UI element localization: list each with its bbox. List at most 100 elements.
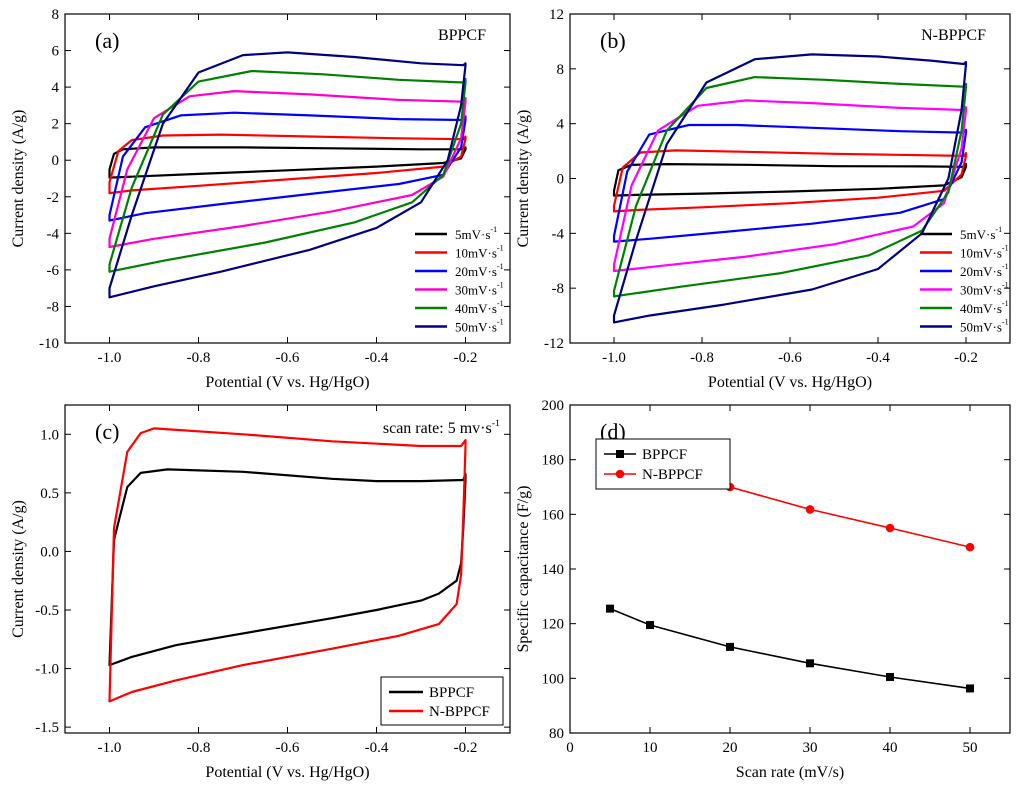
legend-label-main: 30mV·s [455, 283, 497, 298]
y-tick-label: 8 [52, 7, 60, 23]
series-curve [612, 149, 968, 213]
y-axis-label: Specific capacitance (F/g) [515, 485, 532, 652]
legend-label: 30mV·s-1 [455, 281, 504, 298]
legend-marker [615, 469, 625, 479]
legend-label-superscript: -1 [1002, 262, 1009, 271]
legend-label-main: 20mV·s [455, 264, 497, 279]
legend-label: 5mV·s-1 [455, 225, 497, 242]
x-tick-label: -0.8 [187, 350, 211, 366]
y-tick-label: 80 [549, 726, 564, 742]
x-axis-label: Scan rate (mV/s) [736, 764, 844, 781]
legend-label-superscript: -1 [995, 225, 1002, 234]
x-tick-label: -1.0 [98, 350, 122, 366]
y-tick-label: 100 [542, 671, 565, 687]
legend-label-superscript: -1 [1002, 299, 1009, 308]
legend-label-superscript: -1 [497, 318, 504, 327]
series-curve [612, 163, 968, 197]
y-tick-label: -10 [39, 336, 59, 352]
legend-label: N-BPPCF [642, 467, 703, 483]
legend-label-superscript: -1 [497, 299, 504, 308]
sample-tag: N-BPPCF [921, 27, 986, 44]
y-tick-label: 200 [542, 398, 565, 414]
legend-label: 50mV·s-1 [960, 318, 1009, 335]
x-tick-label: -0.8 [187, 740, 211, 756]
series-curve [612, 99, 968, 273]
x-tick-label: -0.4 [866, 350, 890, 366]
legend-label-superscript: -1 [497, 262, 504, 271]
legend-label: 10mV·s-1 [455, 244, 504, 261]
y-tick-label: -2 [47, 190, 60, 206]
legend-label: 10mV·s-1 [960, 244, 1009, 261]
series-curve [108, 427, 467, 703]
x-tick-label: -0.2 [954, 350, 978, 366]
scan-rate-annotation-superscript: -1 [492, 418, 500, 429]
y-tick-label: -1.5 [35, 720, 59, 736]
y-tick-label: 0.0 [40, 544, 59, 560]
x-tick-label: -0.6 [778, 350, 802, 366]
x-tick-label: 10 [643, 740, 658, 756]
legend-label-main: 50mV·s [960, 320, 1002, 335]
data-point [965, 542, 975, 552]
data-point [885, 523, 895, 533]
y-tick-label: 4 [52, 80, 60, 96]
panel-d: 0 10 20 30 40 50 80 100 120 140 160 180 200 Scan rate… [515, 398, 1011, 781]
y-tick-label: 6 [52, 44, 60, 60]
series-curve [612, 123, 968, 243]
legend-label: 5mV·s-1 [960, 225, 1002, 242]
legend-label-superscript: -1 [1002, 281, 1009, 290]
x-tick-label: -0.6 [276, 740, 300, 756]
legend-label-main: 40mV·s [455, 301, 497, 316]
legend-label-main: 50mV·s [455, 320, 497, 335]
sample-tag: BPPCF [438, 27, 486, 44]
x-axis-label: Potential (V vs. Hg/HgO) [205, 374, 369, 391]
x-tick-label: -0.4 [365, 740, 389, 756]
y-tick-label: -1.0 [35, 662, 59, 678]
legend-label: N-BPPCF [429, 704, 490, 720]
series-curve [612, 53, 968, 324]
data-point [806, 659, 814, 668]
y-tick-label: 2 [52, 117, 60, 133]
data-point [805, 505, 815, 514]
legend-label-main: 30mV·s [960, 283, 1002, 298]
y-tick-label: 0 [557, 172, 565, 188]
y-axis-label: Current density (A/g) [10, 110, 27, 248]
y-tick-label: 160 [542, 507, 565, 523]
x-tick-label: -1.0 [98, 740, 122, 756]
legend-label: 20mV·s-1 [455, 262, 504, 279]
legend-label-superscript: -1 [497, 281, 504, 290]
x-tick-label: 0 [566, 740, 574, 756]
legend-label-main: 20mV·s [960, 264, 1002, 279]
legend-label: BPPCF [642, 447, 687, 463]
y-tick-label: 140 [542, 562, 565, 578]
y-tick-label: -4 [47, 226, 60, 242]
legend-box [595, 438, 731, 490]
x-tick-label: -0.6 [276, 350, 300, 366]
x-tick-label: -0.2 [454, 350, 478, 366]
y-tick-label: 0 [52, 153, 60, 169]
y-tick-label: -4 [552, 226, 565, 242]
x-tick-label: -0.4 [365, 350, 389, 366]
legend-label-superscript: -1 [1002, 318, 1009, 327]
y-axis-label: Current density (A/g) [515, 110, 532, 248]
y-axis-label: Current density (A/g) [10, 500, 27, 638]
x-tick-label: 20 [723, 740, 738, 756]
legend-label-superscript: -1 [490, 225, 497, 234]
data-point [966, 684, 974, 693]
legend-label-superscript: -1 [1002, 244, 1009, 253]
y-tick-label: 0.5 [40, 486, 59, 502]
data-point [606, 604, 614, 613]
scan-rate-annotation-main: scan rate: 5 mv·s [383, 420, 492, 437]
y-tick-label: 4 [557, 117, 565, 133]
legend-label: 20mV·s-1 [960, 262, 1009, 279]
y-tick-label: 180 [542, 453, 565, 469]
x-tick-label: -0.8 [690, 350, 714, 366]
series-curve [108, 51, 467, 299]
legend-label-main: 40mV·s [960, 301, 1002, 316]
y-tick-label: -6 [47, 263, 60, 279]
legend-label: 40mV·s-1 [960, 299, 1009, 316]
y-tick-label: 120 [542, 617, 565, 633]
y-tick-label: -8 [552, 281, 565, 297]
panel-label: (a) [95, 28, 119, 53]
y-tick-label: 8 [557, 62, 565, 78]
